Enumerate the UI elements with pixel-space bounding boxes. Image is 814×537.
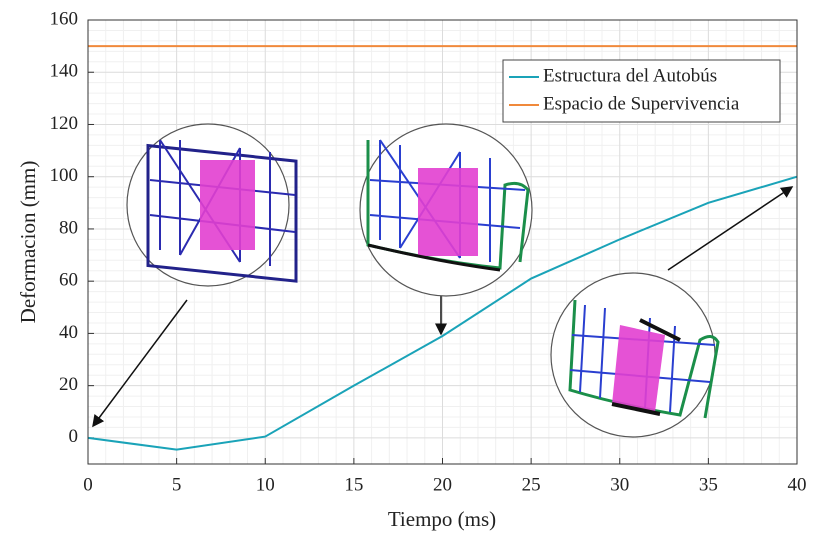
x-tick-label: 15	[344, 474, 363, 495]
legend: Estructura del Autobús Espacio de Supervi…	[503, 60, 780, 122]
x-tick-label: 30	[610, 474, 629, 495]
y-tick-label: 0	[69, 426, 79, 447]
x-tick-label: 35	[699, 474, 718, 495]
x-tick-label: 0	[83, 474, 93, 495]
y-tick-label: 80	[59, 217, 78, 238]
x-tick-label: 40	[788, 474, 807, 495]
y-tick-label: 160	[50, 8, 79, 29]
y-tick-label: 140	[50, 61, 79, 82]
inset-2	[360, 124, 532, 296]
y-tick-label: 100	[50, 165, 79, 186]
y-axis-label: Deformacion (mm)	[16, 161, 40, 324]
chart: Estructura del Autobús Espacio de Supervi…	[0, 0, 814, 532]
y-tick-label: 120	[50, 113, 79, 134]
legend-label: Estructura del Autobús	[543, 65, 717, 86]
x-axis-label: Tiempo (ms)	[388, 507, 496, 531]
x-tick-label: 5	[172, 474, 182, 495]
y-tick-label: 60	[59, 270, 78, 291]
y-tick-label: 40	[59, 322, 78, 343]
x-tick-label: 20	[433, 474, 452, 495]
y-tick-label: 20	[59, 374, 78, 395]
legend-label: Espacio de Supervivencia	[543, 93, 740, 114]
x-tick-label: 25	[522, 474, 541, 495]
x-tick-label: 10	[256, 474, 275, 495]
